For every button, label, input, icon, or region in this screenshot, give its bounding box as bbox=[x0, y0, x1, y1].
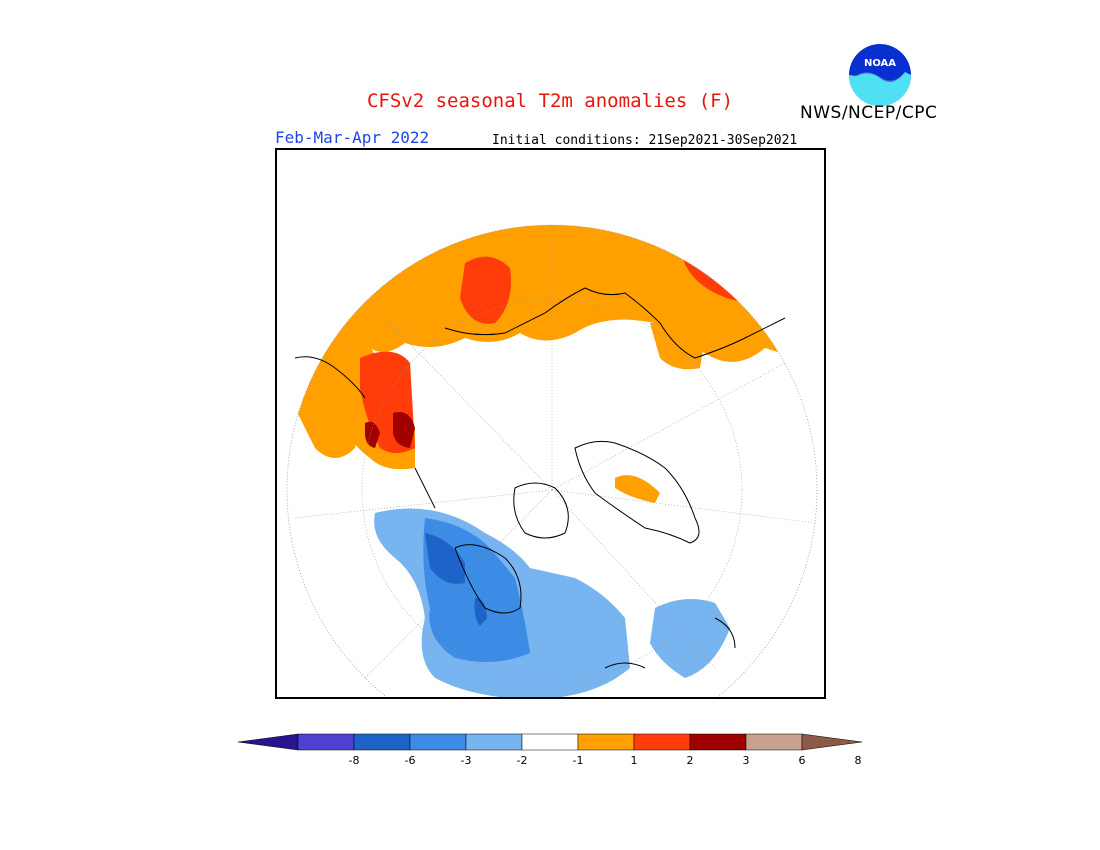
noaa-logo-text: NOAA bbox=[864, 58, 896, 69]
colorbar-tick-label: 2 bbox=[687, 754, 694, 767]
warm-anomaly-darkred-2 bbox=[365, 421, 380, 448]
cool-anomaly-north-america-deep-2 bbox=[474, 597, 487, 626]
colorbar-bin bbox=[745, 733, 803, 751]
colorbar-bin bbox=[465, 733, 523, 751]
forecast-period: Feb-Mar-Apr 2022 bbox=[275, 128, 430, 147]
colorbar-tick-label: -3 bbox=[461, 754, 472, 767]
map-title: CFSv2 seasonal T2m anomalies (F) bbox=[366, 90, 734, 112]
noaa-logo-icon: NOAA bbox=[849, 44, 911, 106]
colorbar-tick-label: -8 bbox=[349, 754, 360, 767]
colorbar-tick-label: 6 bbox=[799, 754, 806, 767]
colorbar-bin bbox=[689, 733, 747, 751]
colorbar-bin bbox=[297, 733, 355, 751]
initial-conditions: Initial conditions: 21Sep2021-30Sep2021 bbox=[492, 133, 798, 148]
warm-anomaly-red-4 bbox=[460, 256, 511, 324]
colorbar-bin bbox=[577, 733, 635, 751]
polar-anomaly-map bbox=[275, 148, 826, 699]
colorbar: -8 -6 -3 -2 -1 1 2 3 6 8 bbox=[238, 733, 862, 767]
colorbar-arrow-high bbox=[801, 733, 862, 751]
colorbar-tick-label: 3 bbox=[743, 754, 750, 767]
colorbar-tick-label: -2 bbox=[517, 754, 528, 767]
colorbar-tick-label: -1 bbox=[573, 754, 584, 767]
coastlines bbox=[294, 287, 786, 669]
agency-label: NWS/NCEP/CPC bbox=[800, 103, 938, 123]
cool-anomaly-north-america-deep bbox=[425, 533, 465, 584]
colorbar-bin bbox=[409, 733, 467, 751]
colorbar-bin bbox=[633, 733, 691, 751]
colorbar-tick-label: 1 bbox=[631, 754, 638, 767]
colorbar-tick-label: 8 bbox=[855, 754, 862, 767]
warm-anomaly-darkred bbox=[393, 412, 415, 448]
colorbar-bin bbox=[521, 733, 579, 751]
colorbar-bin bbox=[353, 733, 411, 751]
colorbar-tick-label: -6 bbox=[405, 754, 416, 767]
colorbar-arrow-low bbox=[238, 733, 299, 751]
